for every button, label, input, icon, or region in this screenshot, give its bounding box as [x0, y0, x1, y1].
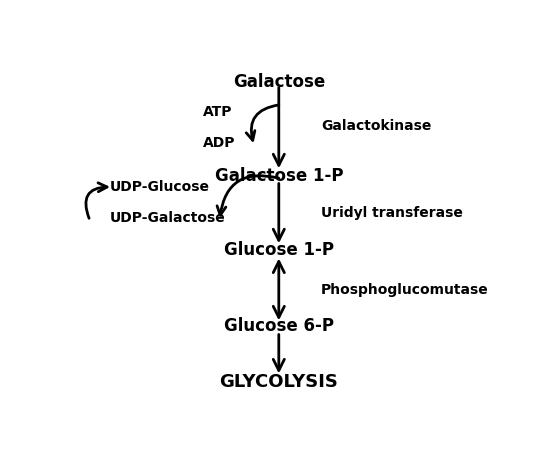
Text: Phosphoglucomutase: Phosphoglucomutase: [321, 283, 489, 297]
Text: ATP: ATP: [203, 105, 232, 119]
Text: Uridyl transferase: Uridyl transferase: [321, 206, 463, 220]
Text: UDP-Galactose: UDP-Galactose: [110, 211, 226, 225]
Text: Galactose: Galactose: [233, 73, 325, 91]
Text: GLYCOLYSIS: GLYCOLYSIS: [219, 373, 338, 391]
Text: UDP-Glucose: UDP-Glucose: [110, 180, 210, 194]
Text: Glucose 6-P: Glucose 6-P: [224, 318, 334, 335]
Text: Glucose 1-P: Glucose 1-P: [224, 241, 334, 259]
Text: Galactose 1-P: Galactose 1-P: [214, 168, 343, 185]
Text: ADP: ADP: [203, 136, 236, 150]
Text: Galactokinase: Galactokinase: [321, 119, 431, 133]
